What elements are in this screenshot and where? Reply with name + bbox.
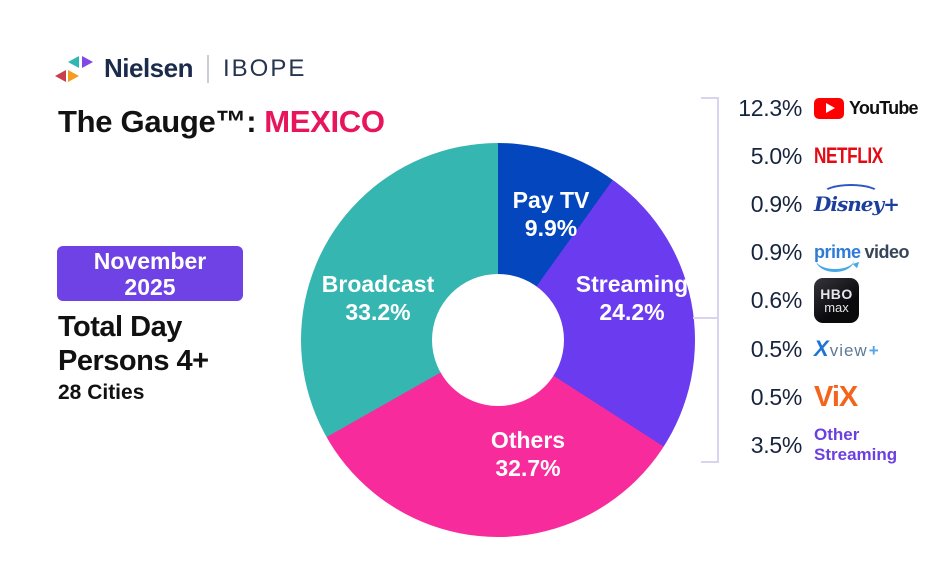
list-item: 0.9% Disney+	[718, 180, 932, 228]
triangle-icon	[68, 69, 79, 82]
title-region: MEXICO	[264, 104, 385, 139]
xview-word: view	[829, 341, 868, 361]
streaming-bracket-tick-top	[701, 97, 717, 99]
play-triangle-icon	[825, 103, 835, 114]
service-pct: 0.9%	[750, 239, 803, 266]
xview-plus-sign: +	[868, 341, 879, 361]
streaming-word: Streaming	[814, 445, 898, 465]
streaming-bracket-connector	[693, 317, 717, 319]
service-pct: 0.9%	[750, 190, 803, 217]
nielsen-logo-icon	[55, 54, 97, 84]
donut-chart-wrap: Pay TV 9.9% Streaming 24.2% Others 32.7%…	[301, 143, 695, 537]
list-item: 0.5% ViX	[718, 373, 932, 421]
page-title: The Gauge™: MEXICO	[58, 104, 385, 140]
prime-smile-icon	[816, 260, 854, 273]
period-month: November	[93, 247, 207, 274]
slice-label-broadcast: Broadcast 33.2%	[322, 270, 434, 326]
list-item: 5.0% NETFLIX	[718, 132, 932, 180]
prime-video-logo: prime video	[814, 242, 910, 273]
triangle-icon	[68, 55, 79, 68]
slice-name: Others	[490, 427, 566, 453]
disney-plus-logo: Disney+	[814, 184, 900, 216]
brand-name: Nielsen	[104, 53, 194, 83]
slice-pct: 33.2%	[345, 299, 411, 325]
brand-divider	[207, 54, 209, 83]
service-pct: 12.3%	[738, 94, 802, 121]
streaming-breakout-list: 12.3% YouTube 5.0% NETFLIX 0.9% Disney+ …	[718, 84, 932, 470]
triangle-icon	[55, 69, 66, 82]
list-item: 0.6% HBO max	[718, 277, 932, 325]
service-pct: 0.5%	[750, 383, 803, 410]
disney-arc-icon	[822, 184, 880, 204]
youtube-logo: YouTube	[814, 97, 919, 119]
audience-block: Total Day Persons 4+ 28 Cities	[58, 310, 209, 406]
service-pct: 5.0%	[750, 142, 803, 169]
video-word: video	[864, 242, 910, 263]
other-streaming-label: Other Streaming	[814, 425, 897, 465]
streaming-bracket-tick-bottom	[701, 461, 717, 463]
slice-label-others: Others 32.7%	[491, 426, 565, 482]
service-pct: 0.5%	[750, 335, 803, 362]
prime-word: prime	[814, 242, 861, 263]
slice-name: Pay TV	[512, 187, 590, 213]
triangle-icon	[82, 55, 93, 68]
service-pct: 0.6%	[750, 287, 803, 314]
list-item: 3.5% Other Streaming	[718, 421, 932, 469]
slice-pct: 9.9%	[524, 215, 578, 241]
youtube-wordmark: YouTube	[849, 97, 919, 118]
audience-daypart: Total Day	[58, 311, 182, 343]
period-badge: November 2025	[57, 246, 243, 301]
slice-name: Streaming	[575, 271, 689, 297]
vix-wordmark: ViX	[814, 380, 858, 413]
slice-pct: 32.7%	[495, 455, 561, 481]
donut-hole	[432, 274, 564, 406]
brand-partner: IBOPE	[223, 54, 307, 82]
list-item: 0.9% prime video	[718, 229, 932, 277]
xview-plus-logo: X view +	[814, 336, 879, 362]
list-item: 12.3% YouTube	[718, 84, 932, 132]
period-year: 2025	[124, 273, 176, 300]
brand-header: Nielsen IBOPE	[55, 53, 306, 84]
list-item: 0.5% X view +	[718, 325, 932, 373]
max-word: max	[824, 299, 849, 315]
slice-pct: 24.2%	[599, 299, 665, 325]
audience-persons: Persons 4+	[58, 345, 209, 377]
slice-name: Broadcast	[321, 271, 435, 297]
vix-logo: ViX	[814, 380, 858, 414]
slice-label-streaming: Streaming 24.2%	[576, 270, 688, 326]
hbo-max-logo: HBO max	[814, 278, 859, 324]
hbo-word: HBO	[820, 285, 853, 302]
title-prefix: The Gauge™:	[58, 104, 257, 139]
xview-x-icon: X	[814, 336, 829, 362]
other-word: Other	[814, 425, 860, 445]
netflix-logo: NETFLIX	[814, 143, 902, 169]
service-pct: 3.5%	[750, 431, 803, 458]
netflix-wordmark: NETFLIX	[814, 143, 883, 169]
youtube-play-icon	[814, 97, 844, 119]
hbo-max-tile-icon: HBO max	[814, 278, 859, 324]
slice-label-pay-tv: Pay TV 9.9%	[513, 186, 590, 242]
audience-cities: 28 Cities	[58, 381, 145, 404]
streaming-bracket-line	[717, 97, 719, 463]
